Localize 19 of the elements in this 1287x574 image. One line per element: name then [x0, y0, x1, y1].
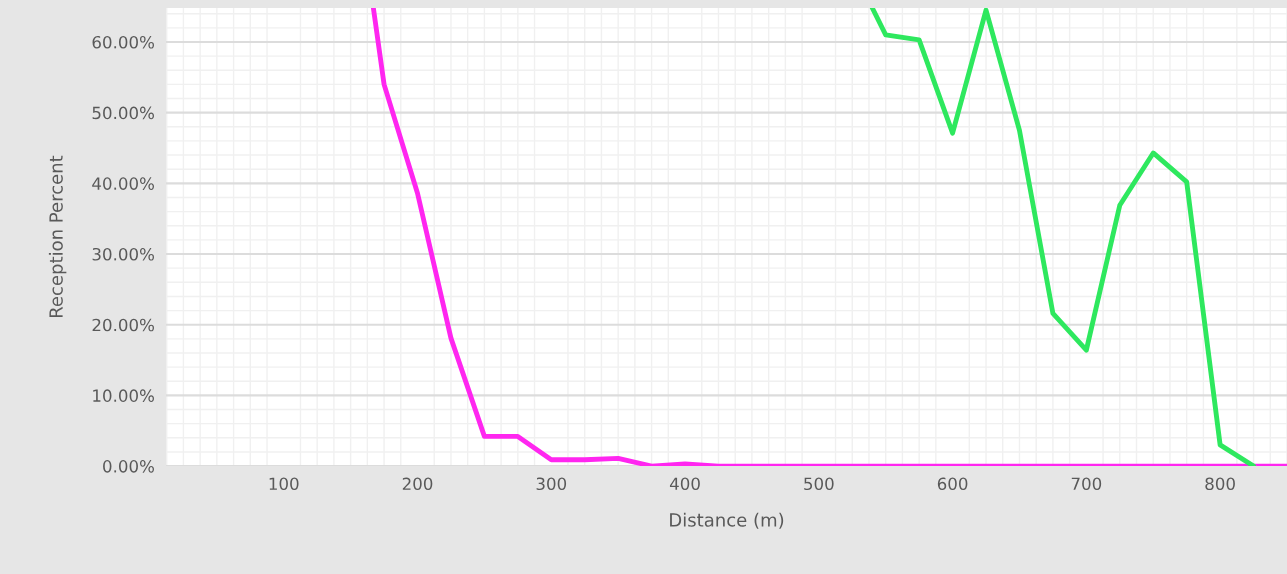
x-tick-label: 500	[804, 477, 834, 491]
x-tick-label: 400	[669, 477, 700, 491]
x-tick-label: 700	[1071, 477, 1102, 491]
y-tick-label: 20.00%	[92, 318, 154, 332]
y-tick-label: 10.00%	[93, 389, 154, 402]
line-series	[869, 8, 1256, 467]
y-tick-label: 50.00%	[92, 106, 154, 120]
y-tick-label: 30.00%	[92, 247, 154, 261]
y-axis-title: Reception Percent	[48, 155, 67, 318]
x-tick-label: 100	[269, 477, 299, 491]
x-tick-label: 300	[536, 477, 567, 491]
line-series	[370, 8, 1287, 467]
y-tick-label: 40.00%	[92, 177, 154, 190]
x-axis-title: Distance (m)	[670, 512, 784, 529]
x-tick-label: 800	[1205, 477, 1235, 491]
y-tick-label: 0.00%	[103, 460, 154, 473]
x-tick-label: 200	[402, 477, 433, 491]
y-tick-label: 60.00%	[92, 35, 154, 49]
x-tick-label: 600	[937, 477, 968, 491]
